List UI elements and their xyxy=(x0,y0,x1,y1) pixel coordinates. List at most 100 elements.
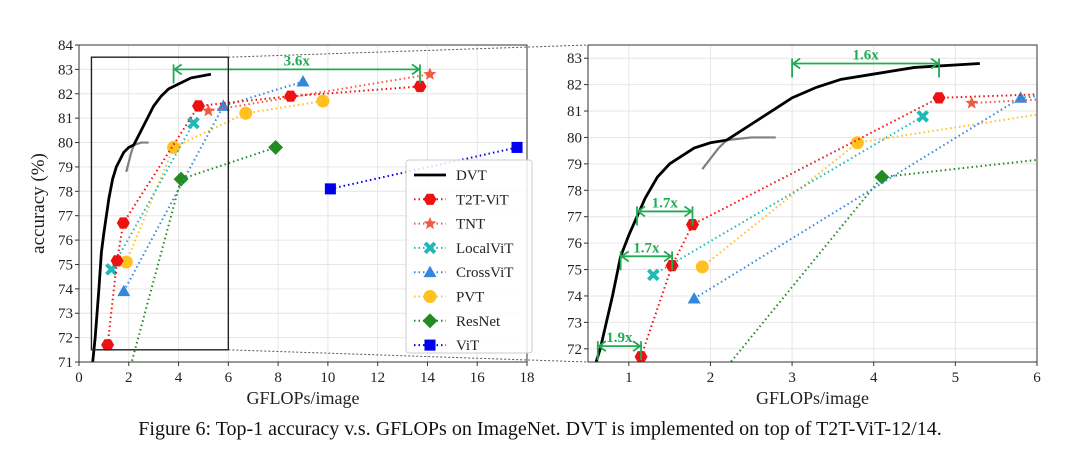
y-tick-label: 75 xyxy=(567,263,582,279)
y-tick-label: 84 xyxy=(58,38,74,54)
data-point-pvt xyxy=(167,140,181,154)
data-point-t2t-vit xyxy=(932,92,946,104)
data-point-vit xyxy=(324,183,336,195)
data-point-resnet xyxy=(116,384,131,399)
data-point-crossvit xyxy=(296,75,310,87)
x-tick-label: 4 xyxy=(870,370,878,386)
y-tick-label: 81 xyxy=(567,104,582,120)
legend-item-vit: ViT xyxy=(414,338,479,354)
legend-item-pvt: PVT xyxy=(414,290,484,306)
y-tick-label: 82 xyxy=(58,87,73,103)
y-tick-label: 73 xyxy=(58,306,73,322)
series-line-crossvit xyxy=(122,80,304,292)
data-point-localvit xyxy=(647,268,660,282)
x-tick-label: 0 xyxy=(75,370,83,386)
legend-label: DVT xyxy=(456,168,487,184)
y-tick-label: 72 xyxy=(567,342,582,358)
series-line-dvt xyxy=(91,72,212,362)
x-tick-label: 4 xyxy=(175,370,183,386)
y-tick-label: 83 xyxy=(58,62,73,78)
x-tick-label: 5 xyxy=(952,370,960,386)
axes-frame xyxy=(587,44,1038,363)
x-axis-label: GFLOPs/image xyxy=(756,388,869,408)
series-line-tnt xyxy=(971,98,1037,105)
x-axis-label: GFLOPs/image xyxy=(246,388,359,408)
y-tick-label: 74 xyxy=(58,282,74,298)
series-line-dvt xyxy=(594,62,980,362)
speedup-label: 1.6x xyxy=(852,47,879,63)
legend-item-crossvit: CrossViT xyxy=(414,265,513,281)
speedup-label: 1.9x xyxy=(606,330,633,346)
data-point-pvt xyxy=(239,106,253,120)
series-line-pvt xyxy=(125,100,324,263)
legend-item-t2t-vit: T2T-ViT xyxy=(414,192,509,208)
data-point-pvt xyxy=(695,260,709,274)
data-point-crossvit xyxy=(117,284,131,297)
y-tick-label: 82 xyxy=(567,78,582,94)
legend-item-dvt: DVT xyxy=(414,168,487,184)
data-point-t2t-vit xyxy=(284,90,298,102)
x-tick-label: 10 xyxy=(320,370,335,386)
series-line-tnt xyxy=(208,73,431,112)
x-tick-label: 8 xyxy=(274,370,282,386)
series-line-pvt xyxy=(701,113,1037,268)
data-point-localvit xyxy=(916,110,929,123)
y-axis-label: accuracy (%) xyxy=(28,153,49,254)
data-point-resnet xyxy=(687,399,702,414)
axes-left: 0 2 4 6 8 10 12 14 16 18 71 72 73 74 75 76 77 78 79 80 81 82 8… xyxy=(28,38,535,408)
series-line-resnet xyxy=(130,146,276,362)
y-tick-label: 80 xyxy=(58,136,73,152)
data-point-tnt xyxy=(965,96,979,109)
data-point-t2t-vit xyxy=(192,100,205,112)
legend-label: ViT xyxy=(456,338,479,354)
data-point-pvt xyxy=(316,94,330,108)
y-tick-label: 74 xyxy=(567,289,583,305)
x-tick-label: 18 xyxy=(520,370,535,386)
x-tick-label: 16 xyxy=(470,370,486,386)
y-tick-label: 72 xyxy=(58,331,73,347)
y-tick-label: 76 xyxy=(567,236,583,252)
x-tick-label: 6 xyxy=(225,370,233,386)
speedup-label: 1.7x xyxy=(633,240,660,256)
data-point-tnt xyxy=(201,104,215,117)
axes-right: 1 2 3 4 5 6 72 73 74 75 76 77 78 79 80 81 82 83 GFLOPs/ima… xyxy=(567,44,1041,414)
speedup-annotation: 1.6x xyxy=(791,47,940,78)
data-point-crossvit xyxy=(687,292,701,304)
legend-label: CrossViT xyxy=(456,265,513,281)
legend-item-localvit: LocalViT xyxy=(414,241,513,257)
data-point-t2t-vit xyxy=(116,217,130,229)
y-tick-label: 73 xyxy=(567,315,582,331)
data-point-t2t-vit xyxy=(110,255,124,267)
legend-label: PVT xyxy=(456,290,484,306)
legend-item-tnt: TNT xyxy=(414,217,485,233)
x-tick-label: 14 xyxy=(420,370,436,386)
legend-item-resnet: ResNet xyxy=(414,313,501,330)
speedup-label: 1.7x xyxy=(652,195,679,211)
x-tick-label: 3 xyxy=(788,370,796,386)
y-tick-label: 75 xyxy=(58,257,73,273)
series-line-crossvit xyxy=(693,95,1037,300)
y-tick-label: 78 xyxy=(567,183,582,199)
series-line-localvit xyxy=(110,122,195,270)
x-tick-label: 2 xyxy=(707,370,715,386)
legend: DVT T2T-ViT TNT LocalViT CrossViT PVT ResNet Vi… xyxy=(405,159,533,354)
series-line-resnet xyxy=(729,158,1037,362)
y-tick-label: 78 xyxy=(58,184,73,200)
x-tick-label: 12 xyxy=(370,370,385,386)
speedup-annotation: 1.9x xyxy=(596,330,642,361)
data-point-localvit xyxy=(187,116,200,130)
speedup-label: 3.6x xyxy=(284,53,311,69)
speedup-annotation: 1.7x xyxy=(619,240,673,271)
data-point-tnt xyxy=(423,67,437,80)
y-tick-label: 79 xyxy=(567,157,582,173)
legend-label: T2T-ViT xyxy=(456,192,509,208)
data-point-t2t-vit xyxy=(101,339,115,351)
y-tick-label: 79 xyxy=(58,160,73,176)
speedup-annotation: 1.7x xyxy=(636,195,694,226)
data-point-resnet xyxy=(874,169,890,185)
y-tick-label: 77 xyxy=(58,209,74,225)
y-tick-label: 71 xyxy=(58,355,73,371)
x-tick-label: 1 xyxy=(625,370,633,386)
legend-label: ResNet xyxy=(456,314,501,330)
x-tick-label: 2 xyxy=(125,370,133,386)
